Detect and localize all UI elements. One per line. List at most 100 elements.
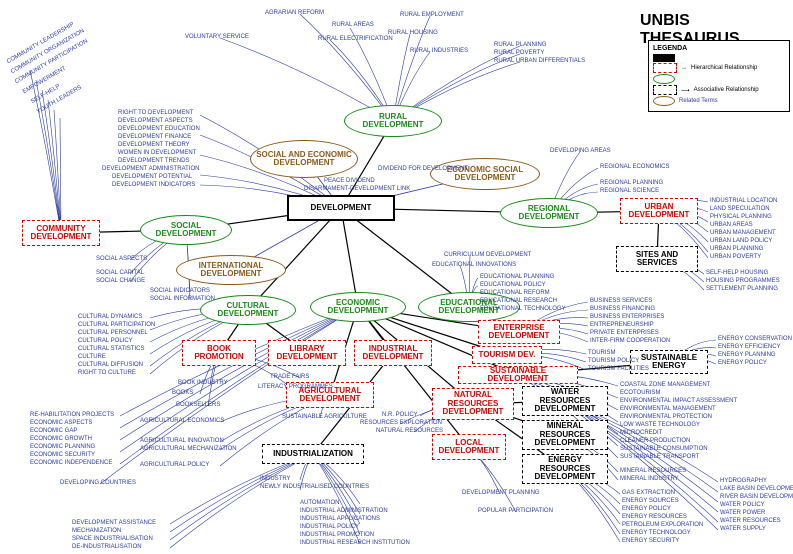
related-term: CULTURAL DYNAMICS <box>78 314 142 321</box>
related-term: ENVIRONMENTAL IMPACT ASSESSMENT <box>620 398 737 405</box>
related-term: ECONOMIC GROWTH <box>30 436 92 443</box>
related-term: RIGHT TO DEVELOPMENT <box>118 110 193 117</box>
related-term: NATURAL RESOURCES <box>376 428 443 435</box>
node-development: DEVELOPMENT <box>287 195 395 221</box>
related-term: WATER RESOURCES <box>720 518 781 525</box>
related-term: GAS EXTRACTION <box>622 490 675 497</box>
related-term: DEVELOPMENT TRENDS <box>118 158 189 165</box>
related-term: ENERGY EFFICIENCY <box>718 344 781 351</box>
related-term: REGIONAL PLANNING <box>600 180 663 187</box>
related-term: WATER POWER <box>720 510 765 517</box>
related-term: RE-HABILITATION PROJECTS <box>30 412 114 419</box>
related-term: ENERGY SOURCES <box>622 498 679 505</box>
related-term: URBAN AREAS <box>710 222 753 229</box>
related-term: MINERAL INDUSTRY <box>620 476 679 483</box>
node-enterprise: ENTERPRISE DEVELOPMENT <box>478 320 560 344</box>
related-term: DEVELOPING COUNTRIES <box>60 480 136 487</box>
related-term: MICROCREDIT <box>620 430 662 437</box>
related-term: PHYSICAL PLANNING <box>710 214 772 221</box>
related-term: LAND SPECULATION <box>710 206 770 213</box>
related-term: AGRICULTURAL POLICY <box>140 462 209 469</box>
related-term: CULTURAL PERSONNEL <box>78 330 148 337</box>
related-term: SUSTAINABLE TRANSPORT <box>620 454 699 461</box>
related-term: INDUSTRY <box>260 476 291 483</box>
node-mineral: MINERAL RESOURCES DEVELOPMENT <box>522 420 608 450</box>
related-term: INDUSTRIAL ADMINISTRATION <box>300 508 388 515</box>
related-term: RIGHT TO CULTURE <box>78 370 136 377</box>
related-term: SOCIAL INDICATORS <box>150 288 210 295</box>
related-term: NEWLY INDUSTRIALISED COUNTRIES <box>260 484 369 491</box>
related-term: BOOKSELLERS <box>176 402 220 409</box>
related-term: AGRICULTURAL INNOVATION <box>140 438 224 445</box>
related-term: EDUCATIONAL REFORM <box>480 290 550 297</box>
related-term: N.R. POLICY <box>382 412 418 419</box>
related-term: DIVIDEND FOR DEVELOPMENT <box>378 166 468 173</box>
node-library: LIBRARY DEVELOPMENT <box>268 340 346 366</box>
node-sites: SITES AND SERVICES <box>616 246 698 272</box>
related-term: BUSINESS SERVICES <box>590 298 652 305</box>
related-term: BUSINESS ENTERPRISES <box>590 314 664 321</box>
related-term: DEVELOPMENT INDICATORS <box>112 182 195 189</box>
related-term: DEVELOPMENT FINANCE <box>118 134 191 141</box>
related-term: ECONOMIC SECURITY <box>30 452 95 459</box>
related-term: DEVELOPMENT THEORY <box>118 142 190 149</box>
legend-header: LEGENDA <box>653 45 785 52</box>
related-term: DEVELOPING AREAS <box>550 148 611 155</box>
related-term: RURAL PLANNING <box>494 42 546 49</box>
related-term: BOOK INDUSTRY <box>178 380 228 387</box>
legend-related: Related Terms <box>679 98 718 104</box>
related-term: TOURISM FACILITIES <box>588 366 649 373</box>
related-term: ECONOMIC PLANNING <box>30 444 95 451</box>
related-term: WOMEN IN DEVELOPMENT <box>118 150 196 157</box>
related-term: WATER POLICY <box>720 502 765 509</box>
related-term: REGIONAL SCIENCE <box>600 188 659 195</box>
related-term: RURAL HOUSING <box>388 30 438 37</box>
related-term: ENERGY POLICY <box>718 360 767 367</box>
node-water: WATER RESOURCES DEVELOPMENT <box>522 386 608 416</box>
related-term: CULTURAL PARTICIPATION <box>78 322 155 329</box>
related-term: URBAN PLANNING <box>710 246 763 253</box>
related-term: ENERGY CONSERVATION <box>718 336 792 343</box>
node-econsoc: ECONOMIC SOCIAL DEVELOPMENT <box>430 158 540 190</box>
related-term: INTER-FIRM COOPERATION <box>590 338 670 345</box>
node-socecon: SOCIAL AND ECONOMIC DEVELOPMENT <box>250 140 358 178</box>
related-term: SPACE INDUSTRIALISATION <box>72 536 153 543</box>
related-term: RIVER BASIN DEVELOPMENT <box>720 494 793 501</box>
related-term: PRIVATE ENTERPRISES <box>590 330 659 337</box>
node-natres: NATURAL RESOURCES DEVELOPMENT <box>432 388 514 420</box>
related-term: BUSINESS FINANCING <box>590 306 655 313</box>
related-term: ECONOMIC INDEPENDENCE <box>30 460 112 467</box>
related-term: SOCIAL ASPECTS <box>96 256 147 263</box>
related-term: CULTURE <box>78 354 106 361</box>
related-term: HOUSING PROGRAMMES <box>706 278 780 285</box>
related-term: DEVELOPMENT ASSISTANCE <box>72 520 156 527</box>
related-term: AUTOMATION <box>300 500 339 507</box>
related-term: LOW WASTE TECHNOLOGY <box>620 422 700 429</box>
related-term: RURAL POVERTY <box>494 50 544 57</box>
related-term: BOOKS <box>172 390 193 397</box>
node-rural: RURAL DEVELOPMENT <box>344 105 442 137</box>
related-term: EDUCATIONAL POLICY <box>480 282 546 289</box>
related-term: DEVELOPMENT ADMINISTRATION <box>102 166 199 173</box>
related-term: EDUCATIONAL INNOVATIONS <box>432 262 516 269</box>
related-term: INDUSTRIAL RESEARCH INSTITUTION <box>300 540 410 547</box>
related-term: TOURISM <box>588 350 616 357</box>
node-intl: INTERNATIONAL DEVELOPMENT <box>176 255 286 285</box>
related-term: POPULAR PARTICIPATION <box>478 508 553 515</box>
related-term: INDUSTRIAL POLICY <box>300 524 359 531</box>
related-term: RURAL AREAS <box>332 22 374 29</box>
related-term: URBAN MANAGEMENT <box>710 230 776 237</box>
related-term: DISARMAMENT-DEVELOPMENT LINK <box>304 186 410 193</box>
related-term: SOCIAL CHANGE <box>96 278 145 285</box>
related-term: RURAL ELECTRIFICATION <box>318 36 393 43</box>
related-term: SUSTAINABLE CONSUMPTION <box>620 446 708 453</box>
related-term: ENERGY SECURITY <box>622 538 679 545</box>
related-term: ENERGY PLANNING <box>718 352 776 359</box>
related-term: RURAL EMPLOYMENT <box>400 12 464 19</box>
related-term: EDUCATIONAL TECHNOLOGY <box>480 306 566 313</box>
related-term: VOLUNTARY SERVICE <box>185 34 249 41</box>
related-term: DE-INDUSTRIALISATION <box>72 544 142 551</box>
related-term: DEVELOPMENT PLANNING <box>462 490 540 497</box>
related-term: ENERGY TECHNOLOGY <box>622 530 691 537</box>
related-term: RESOURCES EXPLORATION <box>360 420 442 427</box>
